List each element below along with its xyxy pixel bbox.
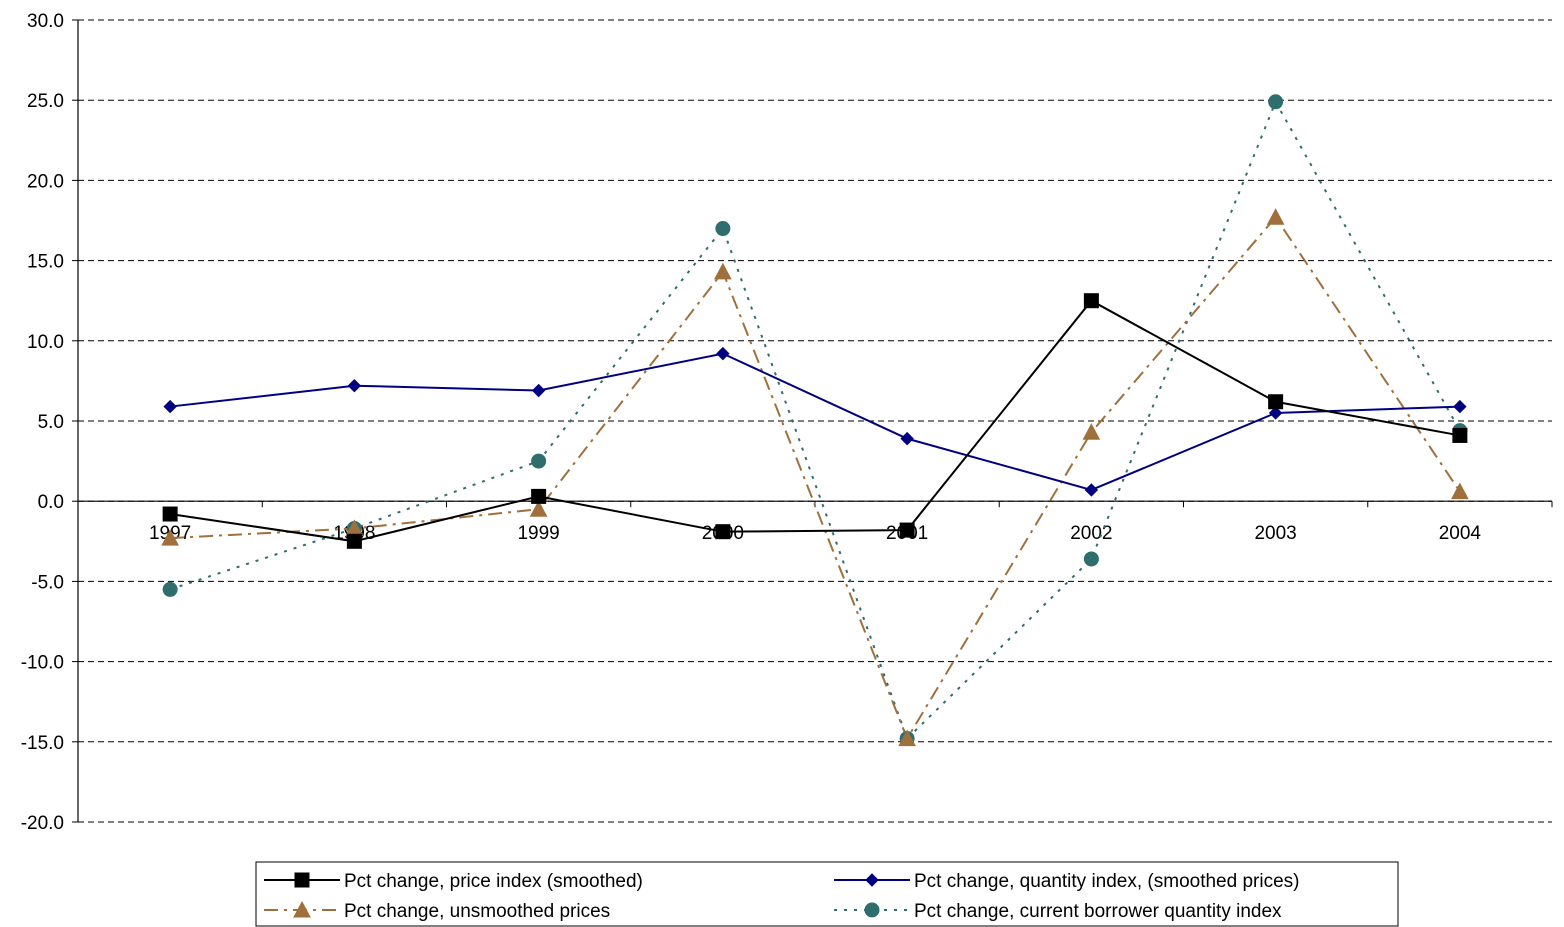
legend-swatch-marker: [294, 872, 310, 888]
y-tick-label: 25.0: [27, 91, 64, 112]
legend-label: Pct change, current borrower quantity in…: [914, 901, 1282, 922]
series-line: [169, 99, 1461, 741]
data-point: [1268, 406, 1283, 420]
data-point: [1082, 423, 1101, 440]
data-point: [531, 453, 547, 469]
legend-label: Pct change, unsmoothed prices: [344, 901, 610, 922]
data-point: [347, 379, 362, 393]
x-tick-label: 2003: [1254, 523, 1296, 544]
legend-label: Pct change, quantity index, (smoothed pr…: [914, 871, 1299, 892]
data-point: [529, 500, 548, 517]
series-line: [170, 215, 1461, 741]
y-tick-label: 0.0: [38, 492, 64, 513]
x-tick-label: 2004: [1439, 523, 1482, 544]
y-tick-label: 5.0: [38, 412, 64, 433]
y-tick-label: -15.0: [21, 733, 64, 754]
legend-box: [255, 861, 1399, 927]
data-point: [1084, 483, 1099, 497]
series-lines: [169, 99, 1461, 741]
legend-swatch-marker: [864, 902, 880, 918]
data-point: [162, 581, 178, 597]
y-tick-label: 30.0: [27, 11, 64, 32]
data-point: [1451, 482, 1469, 500]
y-tick-label: 10.0: [27, 332, 64, 353]
data-point: [163, 399, 177, 414]
y-tick-label: -5.0: [31, 572, 64, 593]
legend: Pct change, price index (smoothed) Pct ch…: [255, 861, 1399, 927]
y-tick-label: -20.0: [21, 813, 64, 834]
series-markers: [161, 94, 1469, 747]
y-tick-label: -10.0: [21, 653, 64, 674]
data-point: [1268, 394, 1284, 410]
data-point: [898, 729, 916, 747]
axes: 30.0 25.0 20.0 15.0 10.0 5.0 0.0 -5.0 -10.0 -15.0…: [21, 11, 1553, 834]
data-point: [161, 529, 179, 546]
data-point: [531, 383, 546, 398]
data-point: [1453, 399, 1467, 414]
data-point: [1083, 551, 1099, 567]
x-tick-label: 2002: [1070, 523, 1112, 544]
data-point: [531, 488, 547, 504]
data-point: [1452, 427, 1468, 443]
data-point: [900, 431, 914, 446]
data-point: [1083, 293, 1099, 309]
series-line: [169, 299, 1461, 543]
data-point: [715, 221, 731, 237]
y-tick-label: 20.0: [27, 171, 64, 192]
data-point: [346, 533, 362, 549]
data-point: [714, 262, 732, 280]
grid: [78, 19, 1552, 823]
data-point: [1268, 94, 1284, 110]
y-tick-label: 15.0: [27, 252, 64, 273]
x-tick-label: 1999: [517, 523, 559, 544]
legend-swatch-marker: [865, 873, 879, 887]
legend-swatch-marker: [293, 900, 311, 918]
data-point: [716, 346, 730, 361]
data-point: [715, 524, 731, 540]
data-point: [1266, 208, 1285, 225]
series-line: [170, 352, 1460, 492]
legend-label: Pct change, price index (smoothed): [344, 871, 643, 892]
data-point: [162, 506, 178, 522]
data-point: [899, 522, 915, 538]
